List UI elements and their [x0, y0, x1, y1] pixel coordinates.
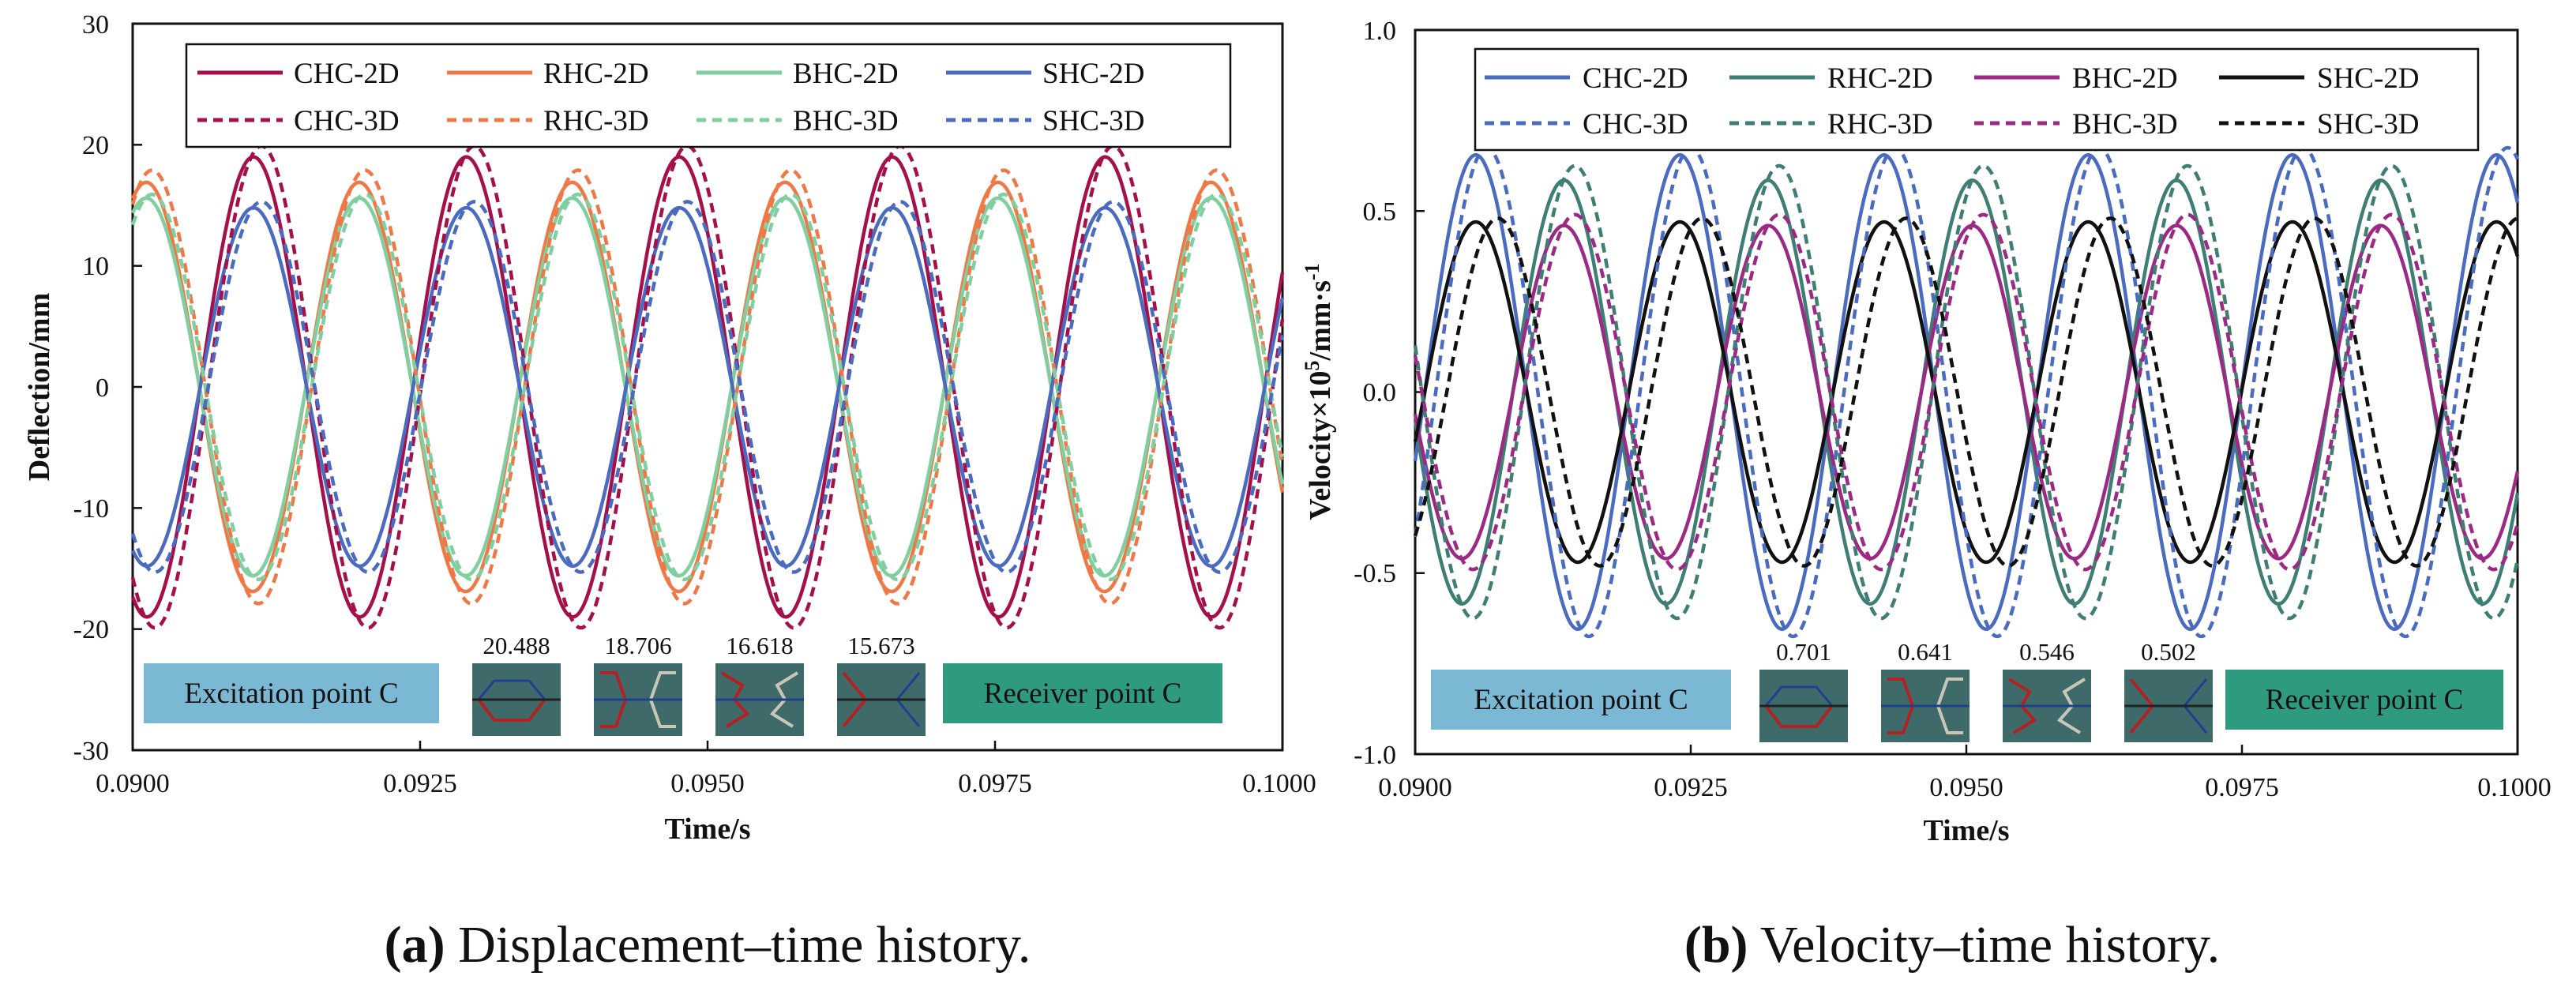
panel-a-ytick: -10	[73, 494, 109, 524]
legend-label-chc-3d: CHC-3D	[294, 105, 400, 137]
panel-b-inset-bhc: 0.546	[2003, 638, 2091, 742]
panel-a-ytick: -20	[73, 615, 109, 644]
panel-a-inset-value: 20.488	[483, 632, 550, 659]
panel-a-curves	[130, 144, 1285, 630]
panel-b-inset-chc: 0.701	[1759, 638, 1848, 742]
legend-label-chc-2d: CHC-2D	[1583, 62, 1688, 95]
series-line-rhc-3d	[1413, 163, 2520, 621]
panel-b-inset-shc: 0.502	[2124, 638, 2213, 742]
panel-b-receiver-label: Receiver point C	[2266, 684, 2464, 716]
panel-a-ylabel: Deflection/mm	[23, 293, 56, 481]
series-line-bhc-3d	[1413, 212, 2520, 572]
legend-label-rhc-3d: RHC-3D	[1827, 108, 1933, 141]
panel-b-ylabel-sup: 5	[1301, 360, 1324, 370]
panel-a-xlabel: Time/s	[664, 813, 750, 846]
panel-a-inset-shc: 15.673	[837, 632, 926, 736]
panel-b-inset-value: 0.546	[2019, 638, 2075, 666]
panel-b-ytick: 0.0	[1363, 378, 1397, 407]
panel-b-curves	[1413, 145, 2520, 639]
panel-b-ytick: -0.5	[1354, 559, 1396, 588]
panel-a-caption: (a) Displacement–time history.	[385, 916, 1031, 974]
series-line-chc-2d	[130, 155, 1285, 619]
panel-b-xtick: 0.0900	[1378, 773, 1452, 802]
panel-a-receiver-box: Receiver point C	[943, 663, 1222, 723]
panel-b-velocity-chart: 1.0 0.5 0.0 -0.5 -1.0 0.0900 0.0925 0.09…	[1301, 17, 2552, 974]
panel-b-xtick: 0.1000	[2477, 773, 2552, 802]
legend-label-shc-2d: SHC-2D	[2317, 62, 2420, 95]
panel-a-inset-value: 15.673	[847, 632, 914, 659]
panel-b-receiver-box: Receiver point C	[2225, 670, 2503, 730]
panel-a-inset-value: 18.706	[604, 632, 671, 659]
panel-b-xtick: 0.0950	[1929, 773, 2003, 802]
panel-b-inset-value: 0.502	[2141, 638, 2196, 666]
series-line-chc-3d	[130, 144, 1285, 630]
panel-a-ytick: 0	[96, 374, 109, 403]
panel-a-xtick: 0.0975	[958, 769, 1032, 798]
series-line-rhc-3d	[130, 168, 1285, 606]
panel-b-ytick: 0.5	[1363, 197, 1397, 227]
panel-b-caption-label: (b)	[1684, 916, 1748, 974]
series-line-chc-2d	[1413, 152, 2520, 632]
panel-b-ytick: 1.0	[1363, 17, 1397, 46]
panel-a-caption-text: Displacement–time history.	[445, 916, 1031, 974]
series-line-bhc-2d	[1413, 223, 2520, 561]
panel-b-ylabel: Velocity×105/mm·s-1	[1301, 263, 1338, 520]
panel-b-caption-text: Velocity–time history.	[1748, 916, 2221, 974]
panel-b-ytick: -1.0	[1354, 741, 1396, 770]
panel-b-excitation-label: Excitation point C	[1474, 684, 1688, 716]
legend-label-bhc-2d: BHC-2D	[2072, 62, 2178, 95]
panel-b-inset-value: 0.701	[1776, 638, 1831, 666]
legend-label-chc-3d: CHC-3D	[1583, 108, 1688, 141]
panel-a-excitation-box: Excitation point C	[144, 663, 439, 723]
legend-label-bhc-2d: BHC-2D	[793, 58, 899, 90]
panel-b-legend-box	[1474, 47, 2480, 152]
series-line-shc-3d	[130, 200, 1285, 574]
panel-a-xtick: 0.1000	[1242, 769, 1316, 798]
panel-b-xtick: 0.0925	[1654, 773, 1728, 802]
series-line-shc-3d	[1413, 216, 2518, 568]
series-line-shc-2d	[1413, 220, 2520, 565]
panel-a-legend-box	[185, 43, 1232, 148]
panel-a-ticks	[131, 22, 1284, 752]
panel-a-xtick: 0.0900	[96, 769, 170, 798]
panel-a-excitation-label: Excitation point C	[184, 678, 398, 710]
panel-a-inset-rhc: 18.706	[594, 632, 682, 736]
series-line-shc-2d	[130, 205, 1285, 569]
panel-a-legend: CHC-2D RHC-2D BHC-2D SHC-2D CHC-3D RHC-3…	[185, 43, 1232, 148]
panel-a-caption-label: (a)	[385, 916, 445, 974]
panel-b-xtick: 0.0975	[2205, 773, 2279, 802]
panel-b-caption: (b) Velocity–time history.	[1684, 916, 2220, 974]
panel-a-inset-chc: 20.488	[472, 632, 561, 736]
legend-label-shc-2d: SHC-2D	[1042, 58, 1145, 90]
legend-label-shc-3d: SHC-3D	[1042, 105, 1145, 137]
panel-b-ylabel-sup2: -1	[1301, 263, 1324, 280]
legend-label-rhc-2d: RHC-2D	[1827, 62, 1933, 95]
series-line-bhc-3d	[130, 192, 1285, 582]
legend-label-shc-3d: SHC-3D	[2317, 108, 2420, 141]
panel-b-inset-value: 0.641	[1898, 638, 1953, 666]
series-line-bhc-2d	[130, 196, 1285, 578]
panel-a-receiver-label: Receiver point C	[984, 678, 1182, 710]
panel-b-legend: CHC-2D RHC-2D BHC-2D SHC-2D CHC-3D RHC-3…	[1474, 47, 2480, 152]
panel-b-ylabel-unit: /mm·s	[1304, 280, 1337, 361]
panel-a-inset-bhc: 16.618	[715, 632, 804, 736]
legend-label-rhc-3d: RHC-3D	[543, 105, 649, 137]
panel-b-inset-rhc: 0.641	[1881, 638, 1970, 742]
panel-a-ytick: 30	[82, 10, 109, 39]
panel-a-ytick: 10	[82, 252, 109, 281]
legend-label-bhc-3d: BHC-3D	[2072, 108, 2178, 141]
panel-a-ytick: 20	[82, 131, 109, 160]
panel-b-excitation-box: Excitation point C	[1431, 670, 1731, 730]
panel-a-ytick: -30	[73, 737, 109, 766]
panel-a-xtick: 0.0950	[670, 769, 745, 798]
panel-a-xtick: 0.0925	[383, 769, 457, 798]
panel-a-inset-value: 16.618	[726, 632, 793, 659]
legend-label-chc-2d: CHC-2D	[294, 58, 400, 90]
panel-b-xlabel: Time/s	[1923, 814, 2009, 847]
panel-a-displacement-chart: 30 20 10 0 -10 -20 -30 0.0900 0.0925 0.0…	[23, 10, 1316, 974]
legend-label-rhc-2d: RHC-2D	[543, 58, 649, 90]
legend-label-bhc-3d: BHC-3D	[793, 105, 899, 137]
panel-b-ylabel-main: Velocity×10	[1304, 370, 1337, 520]
